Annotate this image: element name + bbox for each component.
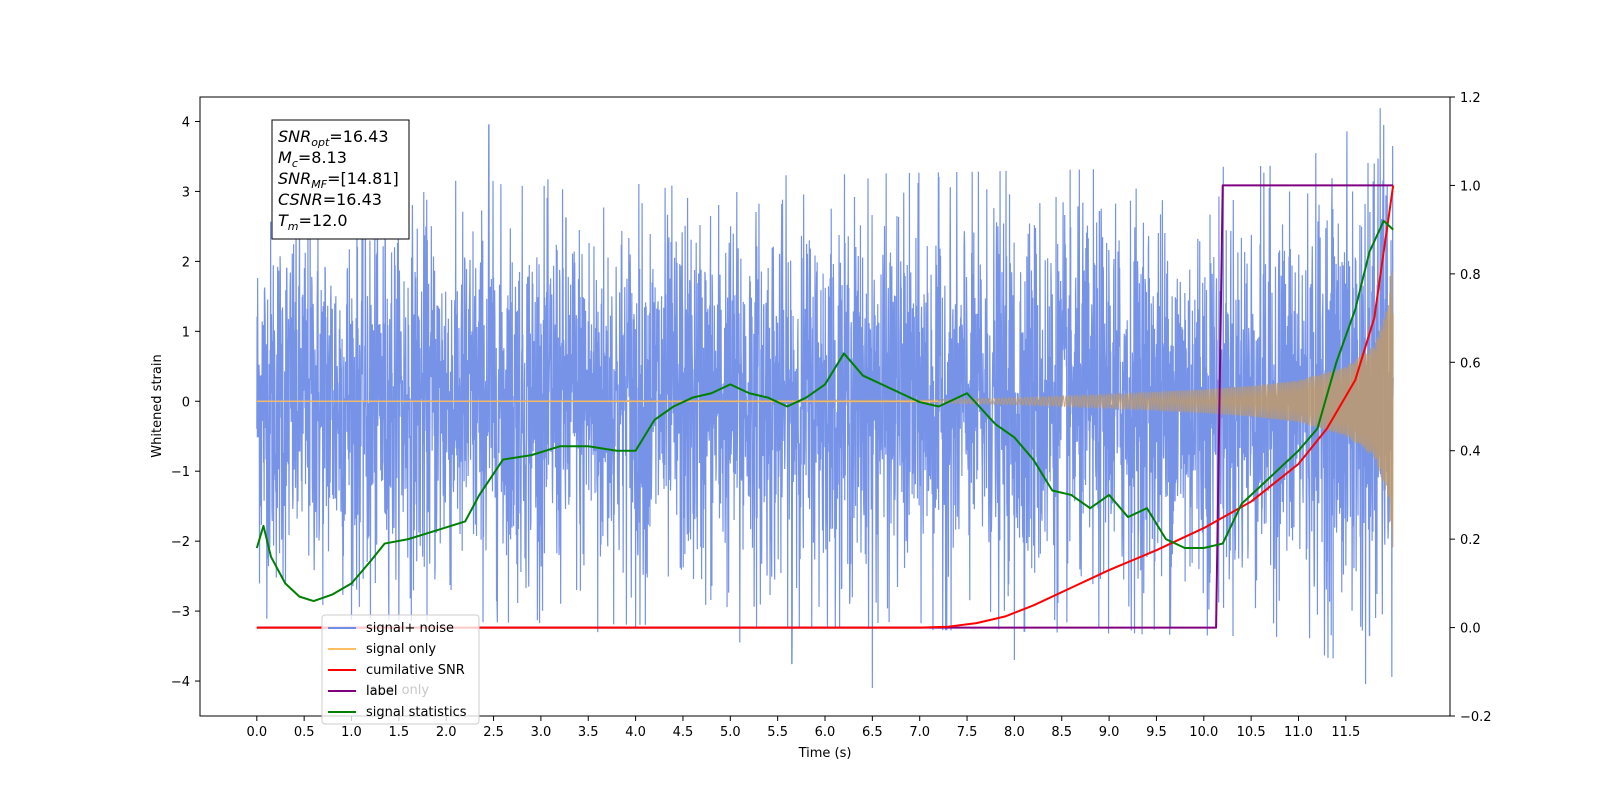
x-tick-label: 11.0 (1284, 725, 1313, 740)
y-axis-left-ticks: 4 3 2 1 0 −1 −2 −3 −4 (171, 115, 200, 690)
legend-entry-label: signal only (366, 642, 436, 657)
x-tick-label: 8.5 (1051, 725, 1072, 740)
y-axis-label: Whitened strain (150, 354, 165, 457)
annotation-symbol: M (278, 148, 292, 167)
legend-entry-label: label (366, 684, 397, 699)
annotation-row: Mc=8.13 (278, 148, 347, 170)
annotation-value: =12.0 (299, 211, 348, 230)
annotation-value: =16.43 (323, 190, 382, 209)
x-axis-ticks: 0.0 0.5 1.0 1.5 2.0 2.5 3.0 3.5 4.0 4.5 5.0 5.5 6.0 6… (246, 716, 1360, 740)
y-left-tick-label: 2 (182, 255, 190, 270)
x-tick-label: 7.0 (909, 725, 930, 740)
x-axis-label: Time (s) (798, 746, 852, 761)
y-right-tick-label: 1.2 (1460, 91, 1481, 106)
legend-hidden-text: label only (366, 683, 429, 698)
x-tick-label: 10.5 (1237, 725, 1266, 740)
annotation-subscript: MF (311, 178, 327, 191)
legend-entry-label: signal statistics (366, 705, 467, 720)
legend: label only signal+ noise signal only cumil… (321, 614, 480, 725)
y-axis-right-ticks: 1.2 1.0 0.8 0.6 0.4 0.2 0.0 −0.2 (1450, 91, 1492, 725)
annotation-row: Tm=12.0 (278, 211, 348, 233)
x-tick-label: 3.5 (578, 725, 599, 740)
annotation-symbol: T (278, 211, 289, 230)
stats-annotation-box: SNRopt=16.43Mc=8.13SNRMF=[14.81]CSNR=16.… (271, 119, 410, 240)
annotation-row: SNRMF=[14.81] (278, 169, 399, 191)
x-tick-label: 9.5 (1146, 725, 1167, 740)
series-signal-only (256, 270, 1394, 548)
y-left-tick-label: −2 (171, 535, 190, 550)
y-right-tick-label: 1.0 (1460, 179, 1481, 194)
y-left-tick-label: 4 (182, 115, 190, 130)
legend-entry-label: signal+ noise (366, 621, 454, 636)
annotation-subscript: c (292, 157, 298, 170)
annotation-symbol: CSNR (278, 190, 323, 209)
annotation-value: =16.43 (329, 127, 388, 146)
x-tick-label: 4.5 (673, 725, 694, 740)
x-tick-label: 7.5 (957, 725, 978, 740)
x-tick-label: 2.0 (436, 725, 457, 740)
x-tick-label: 4.0 (625, 725, 646, 740)
x-tick-label: 5.5 (767, 725, 788, 740)
series-signal-statistics-line (255, 219, 1394, 603)
y-right-tick-label: 0.0 (1460, 622, 1481, 637)
x-tick-label: 5.0 (720, 725, 741, 740)
x-tick-label: 3.0 (531, 725, 552, 740)
series-cumilative-snr-line (256, 185, 1395, 629)
y-left-tick-label: −3 (171, 605, 190, 620)
y-right-tick-label: 0.4 (1460, 445, 1481, 460)
y-left-tick-label: 3 (182, 185, 190, 200)
x-tick-label: 6.5 (862, 725, 883, 740)
annotation-value: =8.13 (298, 148, 347, 167)
annotation-row: SNRopt=16.43 (278, 127, 389, 149)
right-axis-series (255, 184, 1395, 629)
annotation-symbol: SNR (278, 169, 311, 188)
annotation-row: CSNR=16.43 (278, 190, 382, 209)
annotation-value: =[14.81] (327, 169, 399, 188)
annotation-subscript: opt (311, 136, 330, 149)
x-tick-label: 0.5 (294, 725, 315, 740)
y-right-tick-label: 0.6 (1460, 356, 1481, 371)
y-left-tick-label: −1 (171, 465, 190, 480)
x-tick-label: 10.0 (1189, 725, 1218, 740)
x-tick-label: 8.0 (1004, 725, 1025, 740)
x-tick-label: 9.0 (1099, 725, 1120, 740)
x-tick-label: 6.0 (815, 725, 836, 740)
annotation-frame (271, 119, 410, 240)
x-tick-label: 1.5 (389, 725, 410, 740)
y-left-tick-label: 1 (182, 325, 190, 340)
annotation-symbol: SNR (278, 127, 311, 146)
x-tick-label: 0.0 (246, 725, 267, 740)
y-right-tick-label: −0.2 (1460, 710, 1492, 725)
x-tick-label: 11.5 (1331, 725, 1360, 740)
x-tick-label: 1.0 (341, 725, 362, 740)
y-left-tick-label: −4 (171, 675, 190, 690)
y-right-tick-label: 0.2 (1460, 533, 1481, 548)
y-left-tick-label: 0 (182, 395, 190, 410)
y-right-tick-label: 0.8 (1460, 268, 1481, 283)
x-tick-label: 2.5 (483, 725, 504, 740)
legend-frame (321, 614, 480, 725)
legend-entry-label: cumilative SNR (366, 663, 465, 678)
annotation-subscript: m (288, 220, 299, 233)
